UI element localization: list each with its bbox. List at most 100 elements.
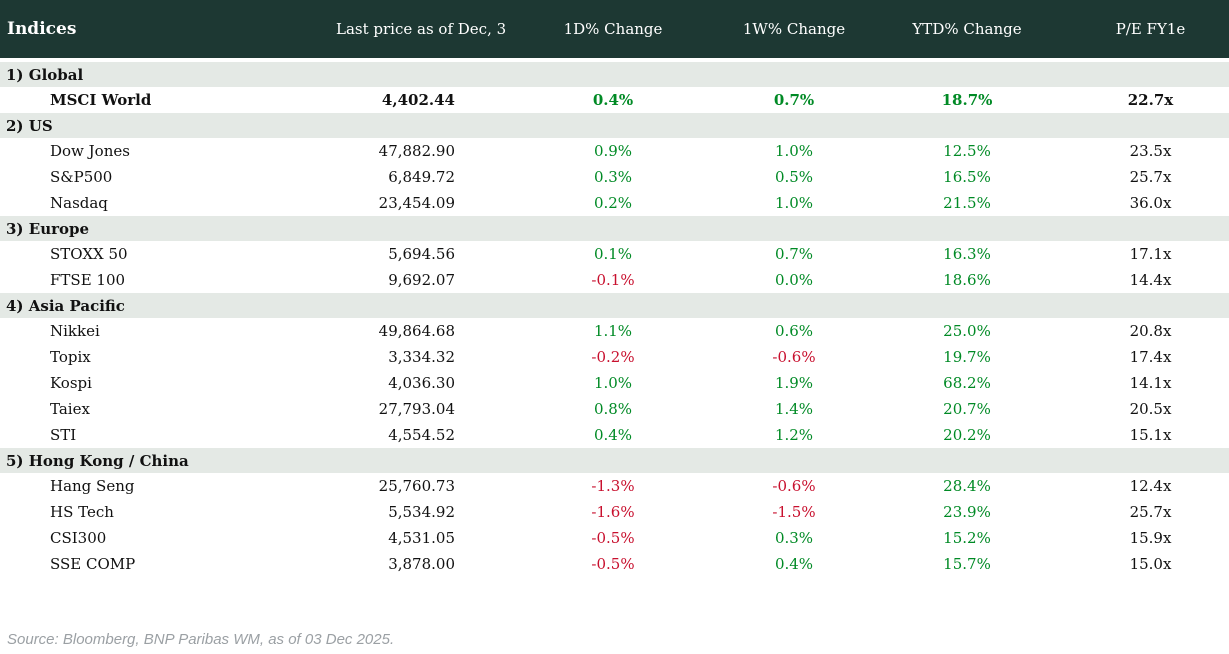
change-1w: 0.7% <box>774 245 814 263</box>
last-price: 6,849.72 <box>388 168 455 186</box>
change-ytd: 12.5% <box>943 142 991 160</box>
pe-value: 23.5x <box>1129 142 1172 160</box>
last-price: 47,882.90 <box>378 142 455 160</box>
change-1d: -0.5% <box>591 529 635 547</box>
change-ytd: 19.7% <box>943 348 991 366</box>
section-row: 4) Asia Pacific <box>0 293 1229 318</box>
change-ytd: 20.7% <box>943 400 991 418</box>
table-row: Kospi 4,036.30 1.0% 1.9% 68.2% 14.1x <box>0 370 1229 396</box>
table-row: CSI300 4,531.05 -0.5% 0.3% 15.2% 15.9x <box>0 525 1229 551</box>
section-row: 3) Europe <box>0 216 1229 241</box>
table-header-row: Indices Last price as of Dec, 3 1D% Chan… <box>0 0 1229 62</box>
change-ytd: 16.5% <box>943 168 991 186</box>
table-row: FTSE 100 9,692.07 -0.1% 0.0% 18.6% 14.4x <box>0 267 1229 293</box>
section-label: 3) Europe <box>6 219 90 238</box>
table-row: Taiex 27,793.04 0.8% 1.4% 20.7% 20.5x <box>0 396 1229 422</box>
index-name: STOXX 50 <box>50 245 128 263</box>
last-price: 27,793.04 <box>378 400 455 418</box>
change-1w: 1.0% <box>774 194 814 212</box>
table-row: STI 4,554.52 0.4% 1.2% 20.2% 15.1x <box>0 422 1229 448</box>
pe-value: 20.5x <box>1129 400 1172 418</box>
index-name: STI <box>50 426 77 444</box>
change-1d: 0.2% <box>593 194 633 212</box>
pe-value: 17.1x <box>1129 245 1172 263</box>
change-ytd: 16.3% <box>943 245 991 263</box>
change-1w: -1.5% <box>772 503 816 521</box>
table-row: Topix 3,334.32 -0.2% -0.6% 19.7% 17.4x <box>0 344 1229 370</box>
index-name: Dow Jones <box>50 142 130 160</box>
table-row: SSE COMP 3,878.00 -0.5% 0.4% 15.7% 15.0x <box>0 551 1229 577</box>
last-price: 4,531.05 <box>388 529 455 547</box>
change-1w: -0.6% <box>772 477 816 495</box>
change-1d: 0.4% <box>593 426 633 444</box>
table-row: S&P500 6,849.72 0.3% 0.5% 16.5% 25.7x <box>0 164 1229 190</box>
section-row: 2) US <box>0 113 1229 138</box>
table-row: HS Tech 5,534.92 -1.6% -1.5% 23.9% 25.7x <box>0 499 1229 525</box>
change-1w: 0.0% <box>774 271 814 289</box>
index-name: CSI300 <box>50 529 107 547</box>
change-ytd: 21.5% <box>943 194 991 212</box>
table-row: Nasdaq 23,454.09 0.2% 1.0% 21.5% 36.0x <box>0 190 1229 216</box>
change-ytd: 25.0% <box>943 322 991 340</box>
change-1w: 0.6% <box>774 322 814 340</box>
change-ytd: 23.9% <box>943 503 991 521</box>
pe-value: 15.1x <box>1129 426 1172 444</box>
table-row: MSCI World 4,402.44 0.4% 0.7% 18.7% 22.7x <box>0 87 1229 113</box>
change-ytd: 18.6% <box>943 271 991 289</box>
pe-value: 36.0x <box>1129 194 1172 212</box>
last-price: 5,694.56 <box>388 245 455 263</box>
section-row: 1) Global <box>0 62 1229 87</box>
change-1d: 0.4% <box>592 91 634 109</box>
last-price: 4,402.44 <box>381 91 455 109</box>
index-name: MSCI World <box>50 91 152 109</box>
change-ytd: 28.4% <box>943 477 991 495</box>
change-1w: 1.9% <box>774 374 814 392</box>
index-name: Topix <box>50 348 91 366</box>
change-1w: 1.0% <box>774 142 814 160</box>
change-ytd: 68.2% <box>943 374 991 392</box>
source-note: Source: Bloomberg, BNP Paribas WM, as of… <box>7 631 395 648</box>
pe-value: 15.9x <box>1129 529 1172 547</box>
pe-value: 22.7x <box>1127 91 1174 109</box>
change-1w: 1.2% <box>774 426 814 444</box>
index-name: S&P500 <box>50 168 113 186</box>
last-price: 49,864.68 <box>378 322 455 340</box>
index-name: Nasdaq <box>50 194 108 212</box>
table-row: Hang Seng 25,760.73 -1.3% -0.6% 28.4% 12.4x <box>0 473 1229 499</box>
change-ytd: 18.7% <box>941 91 993 109</box>
pe-value: 14.4x <box>1129 271 1172 289</box>
change-1d: -0.1% <box>591 271 635 289</box>
change-1d: -0.5% <box>591 555 635 573</box>
table-row: STOXX 50 5,694.56 0.1% 0.7% 16.3% 17.1x <box>0 241 1229 267</box>
change-1w: 0.4% <box>774 555 814 573</box>
change-1d: -1.6% <box>591 503 635 521</box>
table-row: Nikkei 49,864.68 1.1% 0.6% 25.0% 20.8x <box>0 318 1229 344</box>
table-body: 1) Global MSCI World 4,402.44 0.4% 0.7% 18.7%… <box>0 62 1229 577</box>
index-name: Hang Seng <box>50 477 135 495</box>
section-label: 4) Asia Pacific <box>6 296 125 315</box>
last-price: 4,554.52 <box>388 426 455 444</box>
change-1w: 0.3% <box>774 529 814 547</box>
pe-value: 14.1x <box>1129 374 1172 392</box>
column-header-1w-change: 1W% Change <box>742 20 846 38</box>
pe-value: 25.7x <box>1129 168 1172 186</box>
last-price: 9,692.07 <box>388 271 455 289</box>
column-header-pe: P/E FY1e <box>1115 20 1186 38</box>
pe-value: 12.4x <box>1129 477 1172 495</box>
pe-value: 15.0x <box>1129 555 1172 573</box>
section-row: 5) Hong Kong / China <box>0 448 1229 473</box>
section-label: 5) Hong Kong / China <box>6 451 189 470</box>
change-ytd: 20.2% <box>943 426 991 444</box>
pe-value: 17.4x <box>1129 348 1172 366</box>
pe-value: 20.8x <box>1129 322 1172 340</box>
change-1w: 1.4% <box>774 400 814 418</box>
table-row: Dow Jones 47,882.90 0.9% 1.0% 12.5% 23.5x <box>0 138 1229 164</box>
change-1d: 0.8% <box>593 400 633 418</box>
change-1d: 0.3% <box>593 168 633 186</box>
change-1d: -1.3% <box>591 477 635 495</box>
change-1d: 0.1% <box>593 245 633 263</box>
column-header-1d-change: 1D% Change <box>563 20 663 38</box>
index-name: Nikkei <box>50 322 100 340</box>
change-ytd: 15.2% <box>943 529 991 547</box>
